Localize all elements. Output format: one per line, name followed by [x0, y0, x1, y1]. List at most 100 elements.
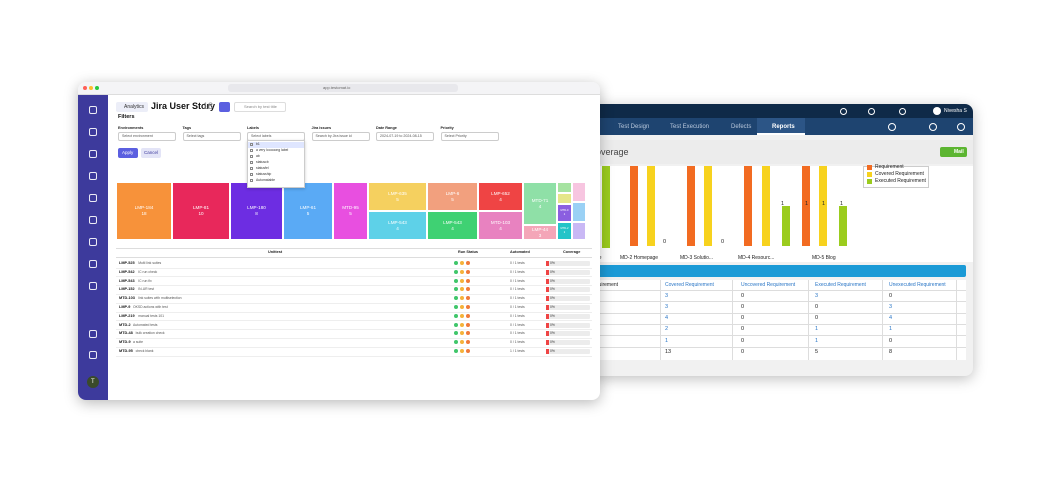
treemap-tile-small[interactable] [572, 222, 586, 240]
test-id: LMP-525 [119, 261, 135, 265]
option-checkbox[interactable] [250, 179, 253, 182]
filter-input[interactable] [311, 132, 370, 141]
tile-label: LMP-6 [445, 190, 460, 196]
option-checkbox[interactable] [250, 167, 253, 170]
treemap-tile[interactable] [283, 182, 333, 240]
col-divider [956, 280, 957, 360]
treemap-tile[interactable] [523, 225, 557, 240]
legend-label: Covered Requirement [875, 171, 924, 177]
toolbar-icon[interactable] [929, 123, 937, 131]
run-status-dot [460, 278, 464, 283]
row-divider [116, 267, 592, 269]
option-checkbox[interactable] [250, 161, 253, 164]
sidebar-icon[interactable] [89, 282, 97, 290]
sidebar-icon[interactable] [89, 194, 97, 202]
treemap-tile[interactable] [557, 222, 572, 240]
sidebar-icon[interactable] [89, 106, 97, 114]
toolbar-icon[interactable] [957, 123, 965, 131]
tile-count: 3 [538, 232, 542, 238]
run-status-dot [466, 331, 470, 336]
automated: 1 / 1 tests [510, 349, 525, 353]
treemap-tile[interactable] [478, 182, 523, 211]
coverage-bar [546, 261, 590, 266]
treemap-tile[interactable] [368, 211, 427, 240]
avatar[interactable] [87, 376, 99, 388]
treemap-tile-small[interactable] [572, 202, 586, 222]
automated: 0 / 1 tests [510, 313, 525, 318]
sidebar-icon[interactable] [89, 150, 97, 158]
treemap-tile-small[interactable] [557, 193, 572, 204]
treemap-tile[interactable] [116, 182, 172, 240]
filter-input[interactable] [440, 132, 499, 141]
back-button[interactable] [116, 102, 148, 112]
top-icon[interactable] [868, 108, 875, 115]
apply-button[interactable] [118, 148, 138, 158]
back-label: Analytics [124, 103, 145, 110]
top-icon[interactable] [840, 108, 847, 115]
legend-box [863, 166, 929, 188]
sidebar-icon[interactable] [89, 238, 97, 246]
treemap-tile[interactable] [427, 211, 478, 240]
treemap-tile[interactable] [478, 211, 523, 240]
tile-count: 4 [499, 225, 502, 231]
treemap-tile[interactable] [523, 182, 557, 225]
active-tab [757, 118, 805, 135]
user-avatar[interactable] [933, 107, 941, 115]
top-icon[interactable] [899, 108, 906, 115]
nav-tab: Test Design [618, 124, 650, 130]
run-status-dot [454, 313, 458, 318]
url-field[interactable] [228, 84, 458, 92]
chart-bar [630, 166, 638, 246]
treemap-tile[interactable] [557, 204, 572, 222]
table-cell: 1 [815, 337, 819, 344]
option-checkbox[interactable] [250, 173, 253, 176]
treemap-tile[interactable] [368, 182, 427, 211]
dot-green [95, 86, 99, 90]
filter-input[interactable] [182, 132, 241, 141]
option-checkbox[interactable] [250, 155, 253, 158]
treemap-tile[interactable] [427, 182, 478, 211]
filter-input[interactable] [118, 132, 176, 141]
coverage: 0% [550, 269, 555, 274]
cancel-button[interactable] [141, 148, 161, 158]
table-cell: 3 [665, 303, 669, 310]
test-id: LMP-152 [119, 287, 135, 292]
test-id: LMP-219 [119, 313, 135, 318]
treemap-tile-small[interactable] [557, 182, 572, 193]
table-cell: 0 [741, 349, 745, 355]
row-divider [116, 285, 592, 287]
run-status-dot [466, 349, 470, 353]
sidebar-icon[interactable] [89, 330, 97, 338]
run-status-dot [454, 322, 458, 327]
run-status-dot [454, 278, 458, 283]
sidebar-icon[interactable] [89, 216, 97, 224]
coverage-bar [546, 287, 590, 293]
tile-label: LMP-184 [134, 205, 154, 211]
treemap-tile[interactable] [333, 182, 368, 240]
test-title: a suite [133, 340, 143, 345]
filters-title: Filters [118, 114, 135, 120]
coverage-fill [546, 349, 549, 354]
sidebar-icon[interactable] [89, 128, 97, 136]
sidebar-icon[interactable] [89, 172, 97, 180]
treemap-tile[interactable] [172, 182, 230, 240]
bar-label: 0 [663, 239, 667, 245]
toolbar-icon[interactable] [888, 123, 896, 131]
option-checkbox[interactable] [250, 143, 253, 146]
dropdown-option: statusship [256, 172, 272, 176]
treemap-tile-small[interactable] [572, 182, 586, 202]
sidebar-icon[interactable] [89, 351, 97, 359]
mail-button[interactable] [940, 147, 967, 157]
table-cell: 2 [665, 326, 669, 333]
coverage: 0% [550, 322, 555, 327]
row-divider [590, 323, 966, 325]
coverage-bar [546, 349, 590, 354]
search-field[interactable] [234, 102, 286, 112]
test-id: MTD-103 [119, 296, 135, 301]
table-cell: 0 [741, 326, 745, 333]
run-status-dot [454, 296, 458, 301]
filter-input[interactable] [376, 132, 434, 141]
option-checkbox[interactable] [250, 149, 253, 152]
filter-button[interactable] [219, 102, 230, 112]
sidebar-icon[interactable] [89, 260, 97, 268]
